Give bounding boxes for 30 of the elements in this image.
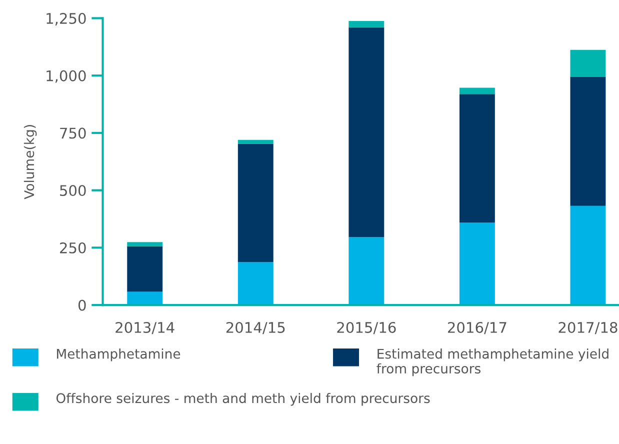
legend-label: Estimated methamphetamine yield from precursors bbox=[376, 348, 608, 376]
x-tick-label: 2013/14 bbox=[116, 322, 174, 334]
y-tick-label: 500 bbox=[60, 185, 86, 196]
bar bbox=[348, 20, 384, 28]
x-tick-label: 2015/16 bbox=[337, 322, 396, 334]
bar bbox=[459, 88, 495, 94]
bar bbox=[127, 246, 163, 292]
bar bbox=[238, 262, 274, 306]
bar bbox=[459, 222, 495, 306]
y-tick-label: 1,000 bbox=[46, 70, 86, 83]
bar bbox=[348, 27, 384, 238]
y-tick-label: 0 bbox=[78, 300, 86, 311]
bar bbox=[570, 50, 606, 77]
bar bbox=[238, 140, 274, 144]
bar bbox=[238, 144, 274, 262]
bar bbox=[570, 206, 606, 306]
x-tick-label: 2016/17 bbox=[448, 322, 506, 334]
y-axis-title: Volume(kg) bbox=[24, 125, 37, 200]
x-tick-label: 2017/18 bbox=[558, 322, 618, 334]
bar bbox=[127, 242, 163, 246]
legend-label: Methamphetamine bbox=[57, 348, 180, 362]
y-tick-label: 250 bbox=[60, 242, 86, 254]
x-tick-label: 2014/15 bbox=[226, 322, 285, 334]
y-tick-label: 1,250 bbox=[46, 12, 86, 26]
bar bbox=[127, 292, 163, 306]
bar bbox=[348, 237, 384, 306]
y-tick-label: 750 bbox=[60, 128, 86, 139]
bar bbox=[570, 76, 606, 206]
bar bbox=[459, 94, 495, 223]
legend-label: Offshore seizures - meth and meth yield from precursors bbox=[56, 392, 430, 406]
